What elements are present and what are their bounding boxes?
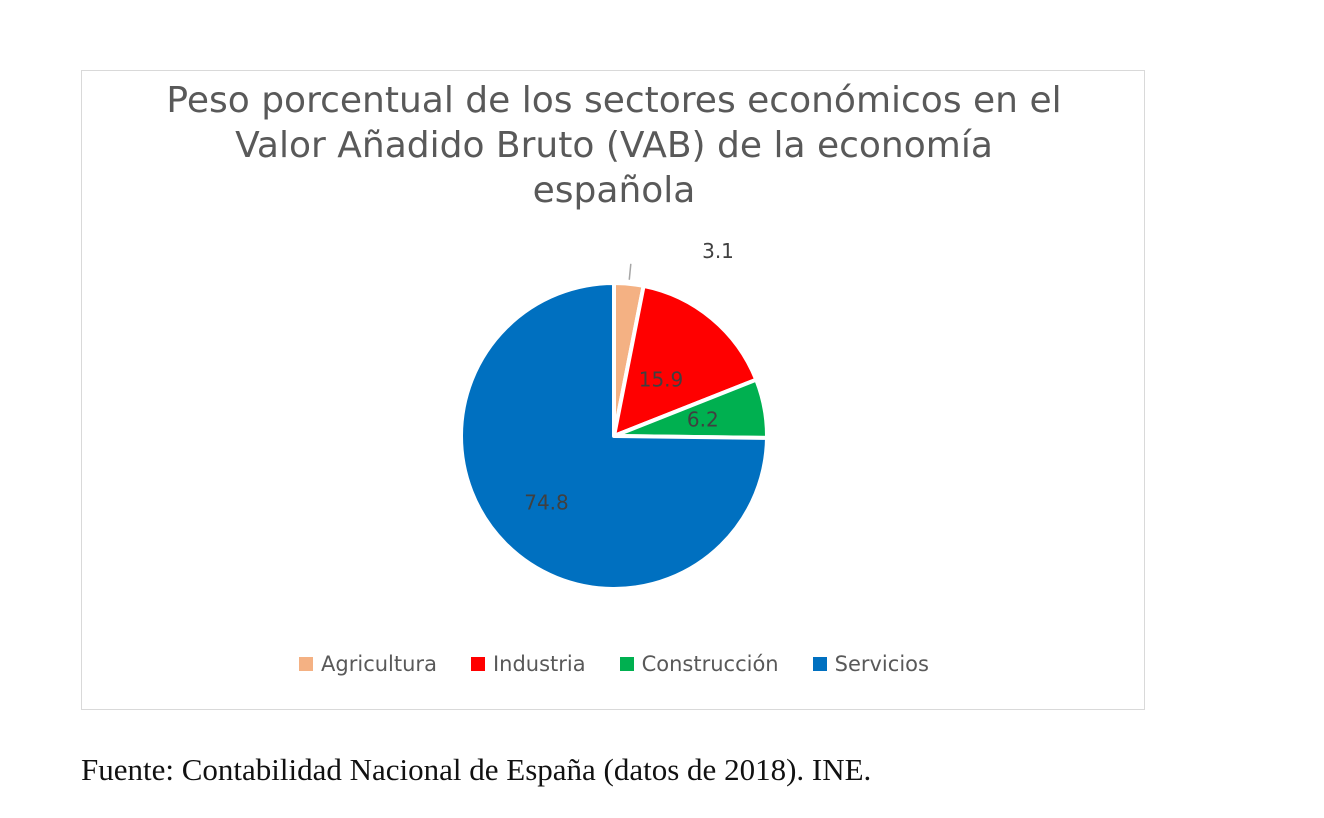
data-label-servicios: 74.8 bbox=[524, 491, 569, 515]
pie-slice-industria bbox=[612, 283, 759, 438]
legend-item-industria: Industria bbox=[470, 652, 586, 676]
pie-slice-servicios bbox=[459, 281, 769, 591]
legend: Agricultura Industria Construcción Servicio… bbox=[0, 652, 1228, 676]
legend-swatch bbox=[470, 657, 485, 671]
legend-swatch bbox=[812, 657, 827, 671]
chart-title: Peso porcentual de los sectores económic… bbox=[166, 80, 1062, 211]
legend-item-servicios: Servicios bbox=[812, 652, 929, 676]
legend-label: Agricultura bbox=[321, 652, 437, 676]
legend-label: Industria bbox=[492, 652, 586, 676]
data-label-agricultura: 3.1 bbox=[702, 239, 734, 263]
leader-line-agricultura bbox=[628, 263, 632, 280]
legend-label: Servicios bbox=[834, 652, 929, 676]
legend-swatch bbox=[299, 657, 314, 671]
legend-label: Construcción bbox=[641, 652, 779, 676]
data-label-construccion: 6.2 bbox=[687, 408, 719, 432]
data-label-industria: 15.9 bbox=[639, 368, 684, 392]
legend-item-agricultura: Agricultura bbox=[299, 652, 437, 676]
legend-item-construccion: Construcción bbox=[619, 652, 779, 676]
source-note: Fuente: Contabilidad Nacional de España … bbox=[81, 752, 872, 787]
legend-swatch bbox=[619, 657, 634, 671]
